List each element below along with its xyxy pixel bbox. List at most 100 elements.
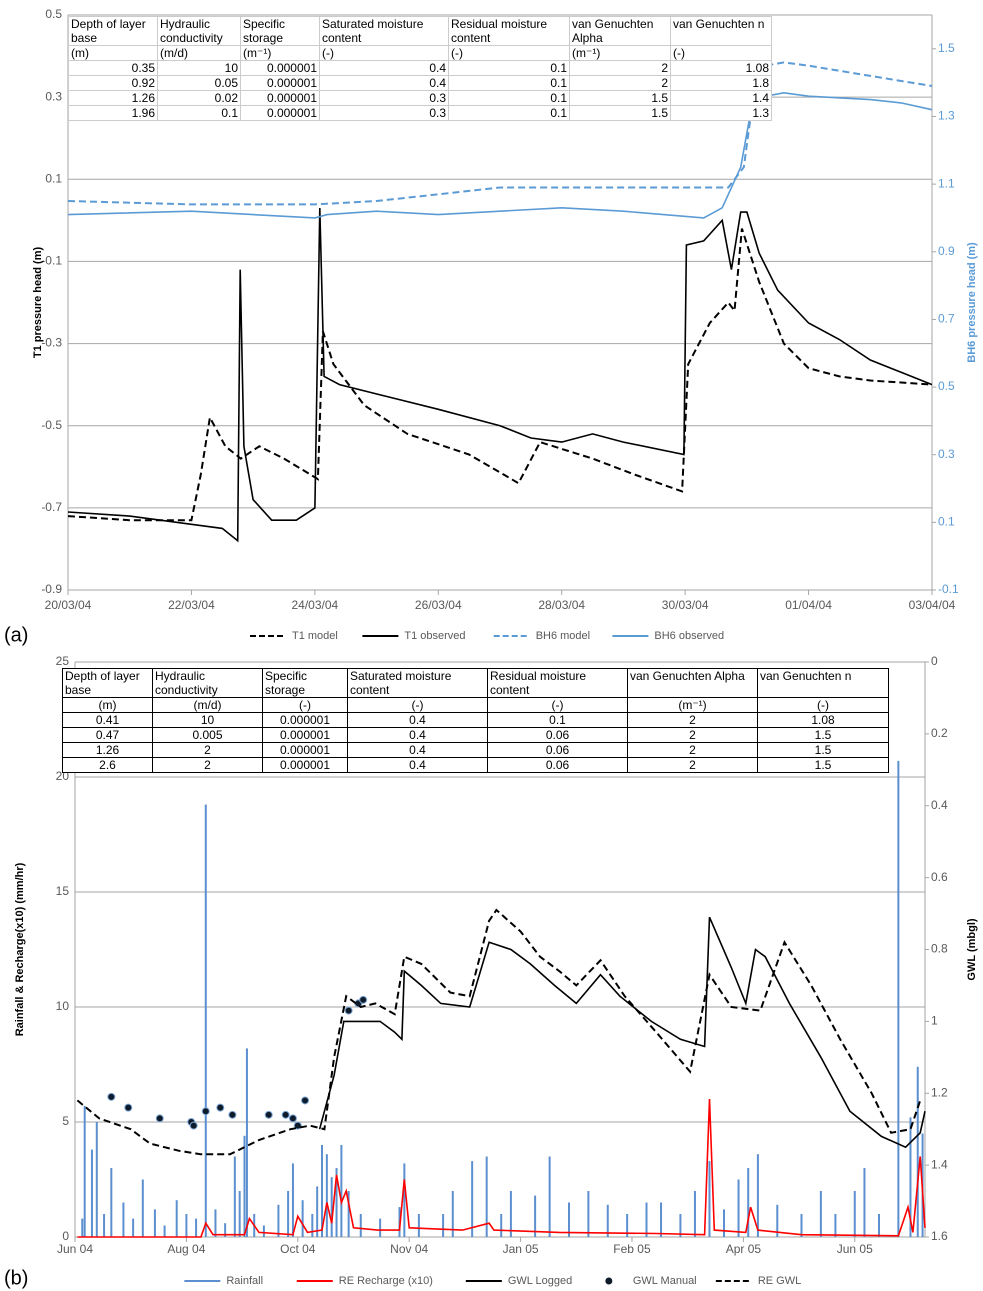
table-cell: Saturated moisture content [347,668,488,698]
table-row: 0.35 10 0.000001 0.4 0.1 2 1.08 [68,60,772,76]
bar [853,1191,856,1237]
x-tick-label: 20/03/04 [45,598,92,612]
point [216,1103,225,1112]
table-cell: (-) [670,45,772,61]
bar [534,1195,537,1237]
table-cell: 0.06 [487,757,628,773]
table-row: 1.26 0.02 0.000001 0.3 0.1 1.5 1.4 [68,90,772,106]
y-tick-label: -0.5 [41,418,62,432]
y-tick-label: 0.3 [45,89,62,103]
table-cell: 1.08 [670,60,772,76]
table-cell: 1.4 [670,90,772,106]
table-units: (m) (m/d) (m⁻¹) (-) (-) (m⁻¹) (-) [68,45,772,61]
x-tick-label: 26/03/04 [415,598,462,612]
point [264,1110,273,1119]
bar [103,1214,106,1237]
y-tick-label: -0.3 [41,336,62,350]
y2-tick-label: 1.4 [931,1157,948,1171]
x-tick-label: 03/04/04 [909,598,956,612]
table-cell: 0.1 [157,105,241,121]
table-row: 0.92 0.05 0.000001 0.4 0.1 2 1.8 [68,75,772,91]
series-line [67,207,933,543]
point [228,1110,237,1119]
table-cell: 2 [627,712,758,728]
table-cell: (-) [487,697,628,713]
y-axis-title: Rainfall & Recharge(x10) (mm/hr) [14,862,26,1036]
legend-label: GWL Logged [508,1275,572,1287]
table-cell: 2 [152,742,263,758]
bar [587,1191,590,1237]
series-line [67,91,933,219]
table-cell: 0.4 [347,757,488,773]
bar [204,804,207,1237]
table-cell: 2 [569,75,671,91]
table-cell: 0.1 [448,105,570,121]
legend-label: T1 observed [404,630,465,642]
table-cell: 2 [627,757,758,773]
y-tick-label: -0.1 [41,254,62,268]
table-cell: 0.02 [157,90,241,106]
y-tick-label: 15 [56,884,70,898]
table-cell: 1.5 [569,105,671,121]
table-cell: 0.3 [319,105,449,121]
table-cell: 0.3 [319,90,449,106]
table-cell: (m) [62,697,153,713]
bar [301,1200,304,1237]
bar [335,1168,338,1237]
bar [214,1209,217,1237]
table-row: 2.6 2 0.000001 0.4 0.06 2 1.5 [62,757,889,773]
y2-tick-label: 0.4 [931,798,948,812]
bar [330,1177,333,1237]
legend-label: BH6 model [536,630,590,642]
table-cell: 0.1 [487,712,628,728]
bar [379,1218,382,1237]
bar [693,1191,696,1237]
bar [723,1209,726,1237]
table-cell: 0.000001 [262,727,348,743]
bar [568,1202,571,1237]
bar [819,1191,822,1237]
bar [756,1154,759,1237]
table-cell: 0.05 [157,75,241,91]
y2-tick-label: 0.1 [938,515,955,529]
bar [224,1223,227,1237]
y2-tick-label: 0.9 [938,244,955,258]
bar [83,1105,86,1237]
bar [548,1156,551,1237]
y2-tick-label: 0.7 [938,312,955,326]
legend-label: BH6 observed [654,630,724,642]
y2-tick-label: 1.2 [931,1085,948,1099]
point [189,1121,198,1130]
series-line [318,916,926,1149]
table-cell: Saturated moisture content [319,16,449,46]
table-cell: 0.1 [448,75,570,91]
bar [95,1122,98,1237]
table-cell: 0.4 [319,60,449,76]
bar [451,1191,454,1237]
panel-label: (b) [4,1267,28,1289]
table-cell: 0.41 [62,712,153,728]
table-cell: Residual moisture content [487,668,628,698]
y2-tick-label: 1.6 [931,1229,948,1243]
table-cell: 0.000001 [240,105,320,121]
table-cell: van Genuchten n [670,16,772,46]
table-cell: Hydraulic conductivity [152,668,263,698]
series-line [67,228,933,522]
table-row: 1.26 2 0.000001 0.4 0.06 2 1.5 [62,742,889,758]
table-cell: (-) [448,45,570,61]
point [301,1096,310,1105]
table-cell: 2 [627,742,758,758]
point [359,995,368,1004]
bar [132,1218,135,1237]
bar [163,1225,166,1237]
y2-tick-label: 0.6 [931,870,948,884]
x-tick-label: Jun 05 [837,1242,873,1256]
table-cell: 0.000001 [240,75,320,91]
table-header: Depth of layer base Hydraulic conductivit… [68,16,772,46]
bar [708,1161,711,1237]
bar [153,1209,156,1237]
table-cell: (m⁻¹) [240,45,320,61]
y-tick-label: 10 [56,999,70,1013]
y-tick-label: 0.1 [45,171,62,185]
